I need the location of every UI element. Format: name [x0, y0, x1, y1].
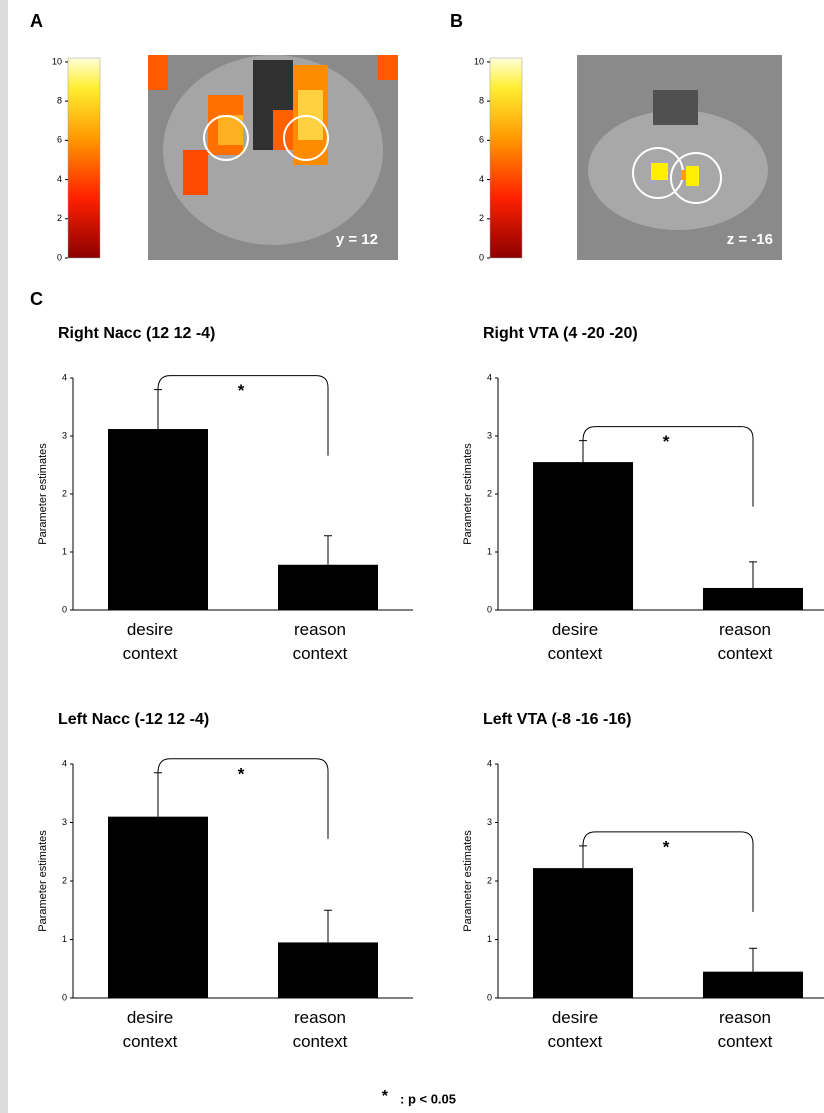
chart-title: Right VTA (4 -20 -20) [483, 325, 638, 342]
y-tick-label: 2 [62, 875, 67, 885]
y-tick-label: 1 [487, 934, 492, 944]
y-axis-label: Parameter estimates [462, 443, 474, 545]
chart-title: Left Nacc (-12 12 -4) [58, 711, 209, 728]
panel-label: C [30, 289, 43, 309]
x-tick-label: desire context [110, 618, 190, 666]
y-axis-label: Parameter estimates [462, 830, 474, 932]
y-axis-label: Parameter estimates [37, 443, 49, 545]
bar [533, 462, 633, 610]
x-tick-label: desire context [110, 1006, 190, 1054]
x-tick-label: reason context [280, 1006, 360, 1054]
significance-marker: * [663, 432, 670, 451]
colorbar-tick-label: 6 [57, 135, 62, 145]
panel-label: A [30, 11, 43, 31]
significance-marker: * [663, 837, 670, 856]
colorbar-tick-label: 8 [57, 96, 62, 106]
y-tick-label: 3 [62, 430, 67, 440]
brain-image [577, 55, 782, 260]
colorbar-tick-label: 4 [479, 174, 484, 184]
colorbar [68, 58, 100, 258]
colorbar-tick-label: 0 [57, 252, 62, 262]
footnote-text: : p < 0.05 [400, 1091, 456, 1106]
y-tick-label: 0 [62, 604, 67, 614]
y-tick-label: 0 [487, 604, 492, 614]
colorbar-tick-label: 2 [57, 213, 62, 223]
y-tick-label: 0 [487, 992, 492, 1002]
bar [278, 942, 378, 998]
colorbar-tick-label: 4 [57, 174, 62, 184]
x-tick-label: reason context [280, 618, 360, 666]
y-tick-label: 1 [487, 546, 492, 556]
y-tick-label: 2 [62, 488, 67, 498]
x-tick-label: reason context [705, 1006, 785, 1054]
bar [703, 972, 803, 998]
colorbar-tick-label: 2 [479, 213, 484, 223]
bar [278, 565, 378, 610]
y-axis-label: Parameter estimates [37, 830, 49, 932]
footnote-symbol: * [382, 1088, 389, 1105]
y-tick-label: 4 [62, 372, 67, 382]
bar [533, 868, 633, 998]
colorbar-tick-label: 10 [474, 56, 484, 66]
y-tick-label: 1 [62, 546, 67, 556]
panel-label: B [450, 11, 463, 31]
colorbar-tick-label: 6 [479, 135, 484, 145]
colorbar-tick-label: 10 [52, 56, 62, 66]
x-tick-label: desire context [535, 618, 615, 666]
y-tick-label: 1 [62, 934, 67, 944]
bar [108, 817, 208, 998]
bar [108, 429, 208, 610]
y-tick-label: 4 [62, 758, 67, 768]
y-tick-label: 3 [62, 817, 67, 827]
chart-title: Left VTA (-8 -16 -16) [483, 711, 631, 728]
significance-marker: * [238, 381, 245, 400]
bar [703, 588, 803, 610]
y-tick-label: 3 [487, 430, 492, 440]
figure-canvas: A B C y = 12 z = -16 * : p < 0.05 0 2 4 6 8 1… [8, 0, 824, 1113]
slice-label: z = -16 [727, 231, 773, 248]
x-tick-label: reason context [705, 618, 785, 666]
x-tick-label: desire context [535, 1006, 615, 1054]
slice-label: y = 12 [336, 231, 378, 248]
y-tick-label: 2 [487, 875, 492, 885]
figure: A B C y = 12 z = -16 * : p < 0.05 0 2 4 6 8 1… [0, 0, 824, 1113]
colorbar-tick-label: 8 [479, 96, 484, 106]
brain-image [148, 55, 398, 260]
colorbar-tick-label: 0 [479, 252, 484, 262]
significance-marker: * [238, 764, 245, 783]
y-tick-label: 3 [487, 817, 492, 827]
colorbar [490, 58, 522, 258]
y-tick-label: 4 [487, 372, 492, 382]
y-tick-label: 4 [487, 758, 492, 768]
y-tick-label: 2 [487, 488, 492, 498]
y-tick-label: 0 [62, 992, 67, 1002]
chart-title: Right Nacc (12 12 -4) [58, 325, 215, 342]
